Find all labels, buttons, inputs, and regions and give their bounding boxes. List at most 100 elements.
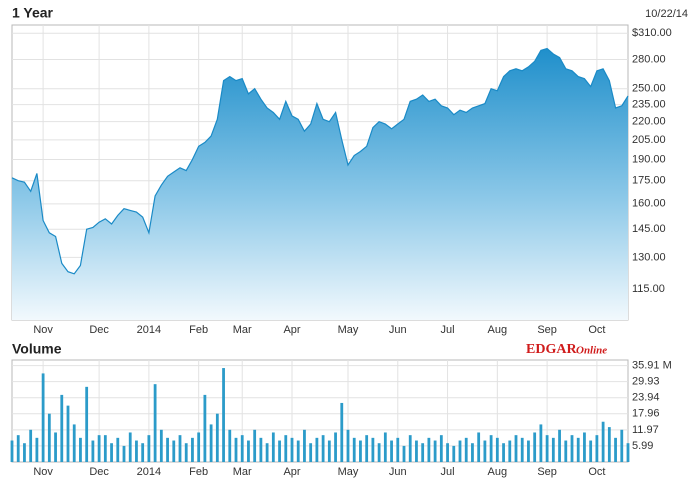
- volume-bar: [315, 437, 319, 462]
- volume-bar: [41, 373, 45, 462]
- volume-bar: [458, 440, 462, 462]
- y-tick-label: 11.97: [632, 424, 659, 436]
- volume-bar: [527, 440, 530, 462]
- y-tick-label: 235.00: [632, 99, 666, 111]
- volume-bar: [153, 384, 157, 462]
- volume-bar: [495, 437, 499, 462]
- volume-bar: [303, 429, 306, 462]
- x-tick-label: Jun: [389, 324, 407, 336]
- volume-bar: [514, 435, 518, 462]
- volume-bar: [558, 429, 561, 462]
- volume-bar: [85, 386, 89, 462]
- volume-bar: [327, 440, 331, 462]
- volume-bar: [234, 437, 238, 462]
- volume-bar: [359, 440, 362, 462]
- volume-bar: [421, 443, 425, 462]
- volume-bar: [551, 437, 555, 462]
- volume-bar: [47, 413, 51, 462]
- x-tick-label: Jun: [389, 466, 407, 478]
- x-tick-label: Nov: [33, 466, 53, 478]
- y-tick-label: 280.00: [632, 53, 666, 65]
- volume-bar: [607, 427, 611, 462]
- x-tick-label: Mar: [233, 324, 252, 336]
- volume-bar: [564, 440, 568, 462]
- volume-bar: [334, 432, 337, 462]
- volume-bar: [533, 432, 537, 462]
- chart-title: 1 Year: [12, 5, 54, 21]
- volume-bar: [402, 445, 406, 462]
- volume-bar: [471, 443, 474, 462]
- volume-bar: [91, 440, 95, 462]
- volume-bar: [595, 435, 599, 462]
- volume-bar: [259, 437, 263, 462]
- volume-bar: [352, 437, 356, 462]
- x-tick-label: Dec: [89, 466, 109, 478]
- x-tick-label: 2014: [137, 466, 161, 478]
- volume-bar: [66, 405, 70, 462]
- volume-bar: [191, 437, 194, 462]
- volume-bar: [54, 432, 57, 462]
- x-tick-label: Dec: [89, 324, 109, 336]
- volume-bar: [10, 440, 14, 462]
- volume-bar: [520, 437, 524, 462]
- volume-bar: [346, 429, 350, 462]
- volume-bar: [614, 437, 617, 462]
- x-tick-label: Jul: [441, 466, 455, 478]
- volume-title: Volume: [12, 341, 62, 357]
- y-tick-label: 29.93: [632, 376, 660, 388]
- y-tick-label: 17.96: [632, 408, 660, 420]
- date-label: 10/22/14: [645, 8, 688, 20]
- volume-bar: [383, 432, 387, 462]
- price-line: [11, 47, 629, 275]
- volume-bar: [545, 435, 549, 462]
- x-tick-label: Aug: [488, 466, 508, 478]
- y-tick-label: 175.00: [632, 175, 666, 187]
- volume-bar: [141, 443, 145, 462]
- volume-bar: [296, 440, 300, 462]
- y-tick-label: 35.91 M: [632, 360, 672, 372]
- y-tick-label: 5.99: [632, 440, 653, 452]
- volume-bar: [16, 435, 20, 462]
- volume-bar: [79, 437, 82, 462]
- volume-bar: [209, 424, 213, 462]
- volume-panel: 35.91 M 29.93 23.94 17.96 11.97 5.99 Nov Dec 201…: [10, 359, 672, 478]
- area-fill: [12, 48, 628, 320]
- volume-bar: [365, 435, 369, 462]
- x-tick-label: Nov: [33, 324, 53, 336]
- volume-bar: [452, 445, 456, 462]
- x-tick-label: Aug: [488, 324, 508, 336]
- volume-bar: [539, 424, 543, 462]
- volume-bar: [477, 432, 481, 462]
- volume-bar: [601, 421, 605, 462]
- volume-bar: [23, 443, 26, 462]
- volume-bar: [60, 394, 64, 462]
- volume-bar: [626, 443, 630, 462]
- volume-bar: [172, 440, 176, 462]
- volume-bar: [103, 435, 107, 462]
- volume-bar: [159, 429, 163, 462]
- y-tick-label: $310.00: [632, 27, 672, 39]
- volume-bar: [122, 445, 126, 462]
- y-tick-label: 23.94: [632, 392, 660, 404]
- x-tick-label: Oct: [588, 466, 605, 478]
- volume-bar: [427, 437, 431, 462]
- volume-bar: [178, 435, 182, 462]
- volume-bar: [371, 437, 375, 462]
- plot-frame: [11, 359, 629, 463]
- volume-bar: [415, 440, 418, 462]
- x-tick-label: 2014: [137, 324, 161, 336]
- y-tick-label: 115.00: [632, 283, 665, 295]
- volume-bar: [240, 435, 244, 462]
- volume-bar: [377, 443, 381, 462]
- x-tick-label: May: [338, 324, 359, 336]
- logo-sub: Online: [576, 345, 607, 357]
- volume-bar: [446, 443, 449, 462]
- y-tick-label: 205.00: [632, 134, 666, 146]
- volume-bar: [620, 429, 624, 462]
- volume-bar: [390, 440, 393, 462]
- volume-bar: [135, 440, 138, 462]
- volume-bar: [147, 435, 151, 462]
- volume-bar: [215, 413, 219, 462]
- volume-bar: [72, 424, 76, 462]
